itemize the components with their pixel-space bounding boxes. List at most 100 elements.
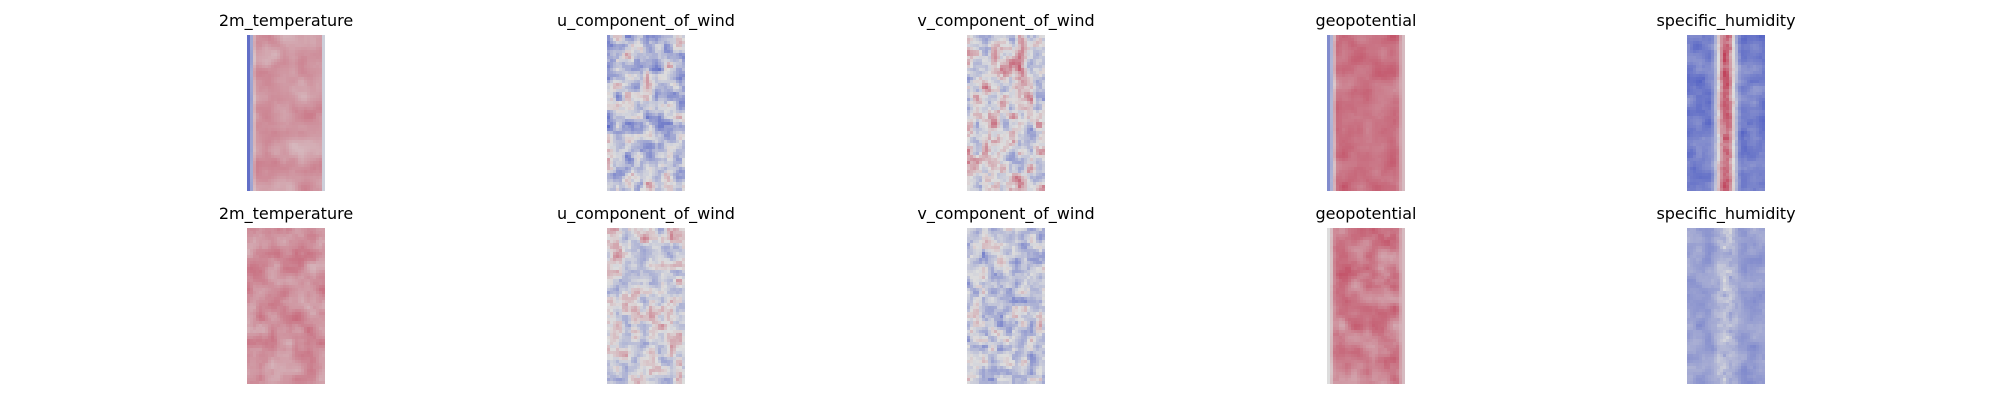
heatmap-cell (271, 41, 275, 45)
heatmap-cell (1348, 62, 1352, 66)
heatmap-cell (277, 95, 281, 99)
heatmap-cell (634, 131, 638, 135)
heatmap-cell (1027, 41, 1031, 45)
heatmap-cell (637, 65, 641, 69)
heatmap-cell (682, 77, 685, 81)
heatmap-cell (973, 167, 977, 171)
heatmap-cell (658, 83, 662, 87)
heatmap-cell (1396, 71, 1400, 75)
heatmap-cell (295, 134, 299, 138)
heatmap-cell (1006, 176, 1010, 180)
heatmap-cell (268, 185, 272, 189)
heatmap-cell (616, 68, 620, 72)
heatmap-cell (985, 44, 989, 48)
heatmap-cell (670, 83, 674, 87)
heatmap-cell (1018, 185, 1022, 189)
heatmap-cell (1018, 47, 1022, 51)
heatmap-cell (307, 158, 311, 162)
heatmap-cell (625, 155, 629, 159)
heatmap-cell (1042, 68, 1045, 72)
heatmap-cell (1327, 113, 1331, 117)
heatmap-cell (997, 140, 1001, 144)
heatmap-cell (613, 155, 617, 159)
heatmap-cell (1030, 101, 1034, 105)
heatmap-cell (661, 113, 665, 117)
heatmap-cell (1342, 116, 1346, 120)
heatmap-cell (277, 164, 281, 168)
heatmap-cell (994, 98, 998, 102)
heatmap-cell (640, 140, 644, 144)
heatmap-cell (295, 56, 299, 60)
heatmap-cell (970, 149, 974, 153)
heatmap-cell (250, 161, 254, 165)
heatmap-cell (1360, 128, 1364, 132)
heatmap-cell (1342, 107, 1346, 111)
heatmap-cell (607, 125, 611, 129)
heatmap-cell (292, 116, 296, 120)
heatmap-cell (256, 131, 260, 135)
heatmap-cell (274, 119, 278, 123)
heatmap-cell (1036, 161, 1040, 165)
heatmap-cell (286, 113, 290, 117)
heatmap-cell (259, 89, 263, 93)
heatmap-cell (262, 140, 266, 144)
heatmap-cell (1327, 140, 1331, 144)
heatmap-cell (1372, 116, 1376, 120)
heatmap-cell (991, 125, 995, 129)
heatmap-cell (1000, 38, 1004, 42)
heatmap-cell (682, 83, 685, 87)
heatmap-cell (1351, 86, 1355, 90)
heatmap-cell (622, 188, 626, 191)
heatmap-cell (1030, 95, 1034, 99)
heatmap-cell (247, 155, 251, 159)
heatmap-cell (265, 50, 269, 54)
heatmap-cell (994, 116, 998, 120)
heatmap-cell (667, 86, 671, 90)
heatmap-cell (664, 158, 668, 162)
heatmap-cell (670, 44, 674, 48)
heatmap-cell (274, 65, 278, 69)
heatmap-cell (970, 185, 974, 189)
heatmap-cell (1372, 89, 1376, 93)
heatmap-cell (979, 77, 983, 81)
heatmap-cell (994, 110, 998, 114)
heatmap-cell (979, 104, 983, 108)
heatmap-cell (625, 86, 629, 90)
heatmap-cell (1375, 71, 1379, 75)
heatmap-cell (967, 146, 971, 150)
heatmap-cell (973, 137, 977, 141)
heatmap-cell (1042, 161, 1045, 165)
heatmap-cell (1369, 86, 1373, 90)
heatmap-cell (319, 167, 323, 171)
heatmap-cell (250, 53, 254, 57)
heatmap-cell (670, 62, 674, 66)
heatmap-cell (676, 164, 680, 168)
heatmap-cell (673, 182, 677, 186)
heatmap-cell (1369, 53, 1373, 57)
heatmap-cell (289, 146, 293, 150)
heatmap-cell (1033, 101, 1037, 105)
heatmap-cell (643, 104, 647, 108)
heatmap-cell (1375, 134, 1379, 138)
heatmap-cell (637, 50, 641, 54)
heatmap-cell (1387, 71, 1391, 75)
heatmap-cell (268, 35, 272, 39)
heatmap-cell (298, 98, 302, 102)
heatmap-cell (997, 158, 1001, 162)
heatmap-cell (1357, 119, 1361, 123)
heatmap-cell (1015, 56, 1019, 60)
heatmap-cell (307, 176, 311, 180)
heatmap-cell (259, 170, 263, 174)
heatmap-cell (970, 80, 974, 84)
heatmap-cell (1000, 107, 1004, 111)
heatmap-cell (1384, 131, 1388, 135)
heatmap-cell (283, 158, 287, 162)
heatmap-cell (628, 98, 632, 102)
heatmap-cell (628, 140, 632, 144)
heatmap-cell (655, 89, 659, 93)
heatmap-cell (1351, 140, 1355, 144)
heatmap-cell (679, 80, 683, 84)
heatmap-cell (295, 143, 299, 147)
heatmap-cell (262, 56, 266, 60)
heatmap-cell (619, 104, 623, 108)
